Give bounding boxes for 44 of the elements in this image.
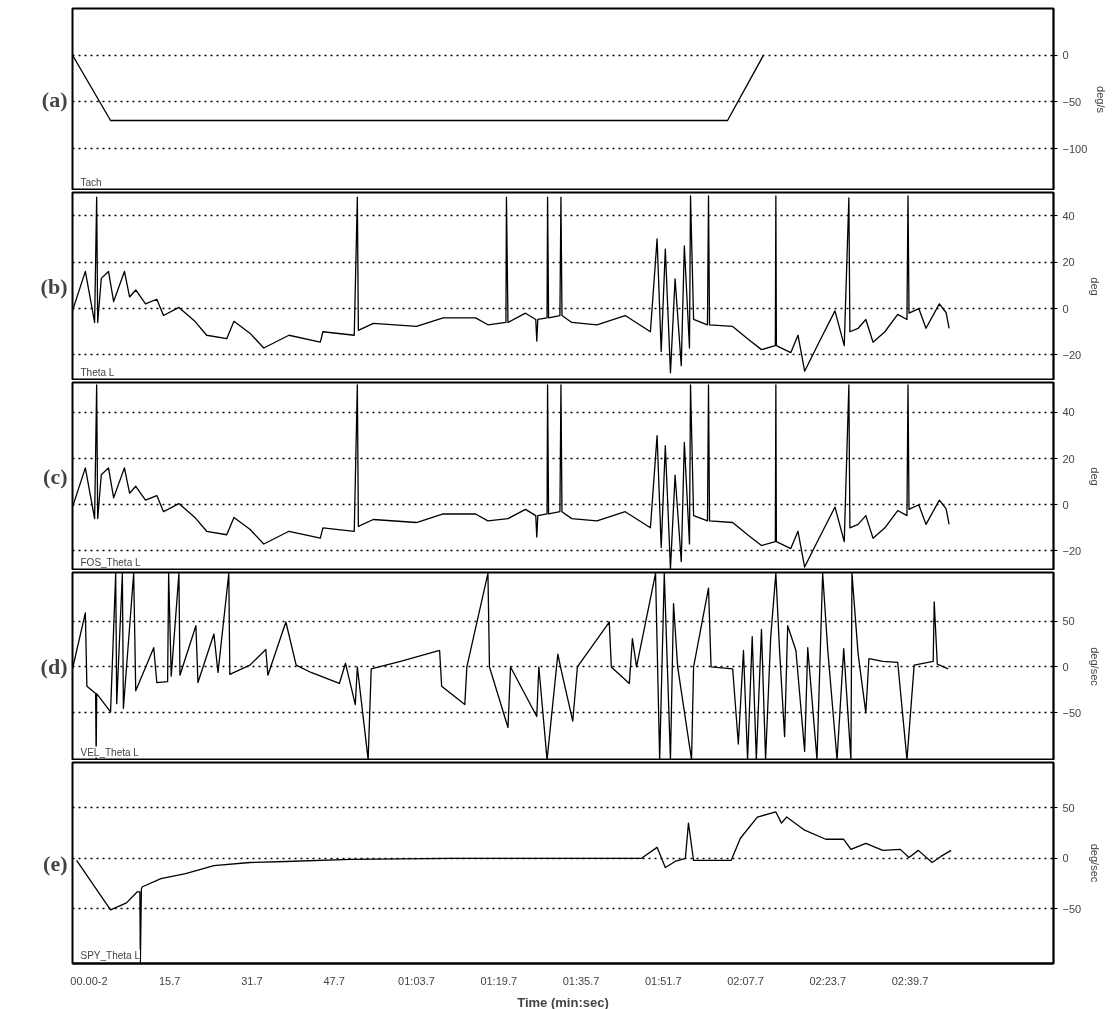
x-tick-label: 01:03.7 <box>398 974 435 987</box>
y-tick-label: −100 <box>1062 142 1088 155</box>
y-axis-title: deg/s <box>1095 86 1108 114</box>
y-tick-label: 40 <box>1062 209 1075 222</box>
x-tick-label: 01:35.7 <box>562 974 600 987</box>
y-tick-label: 0 <box>1062 498 1069 511</box>
series-label: SPY_Theta L <box>80 949 141 961</box>
y-tick-label: 0 <box>1062 49 1069 62</box>
y-tick-label: −50 <box>1062 902 1082 915</box>
text: (b) <box>40 274 68 299</box>
x-axis-title: Time (min:sec) <box>517 994 609 1009</box>
text: Tach <box>80 176 102 188</box>
x-tick-label: 00.00-2 <box>70 974 108 987</box>
x-tick-label: 15.7 <box>158 974 181 987</box>
x-tick-label: 47.7 <box>323 974 345 987</box>
text: (d) <box>40 654 68 679</box>
x-tick-label: 02:39.7 <box>891 974 929 987</box>
y-tick-label: −20 <box>1062 348 1082 361</box>
y-axis-title: deg/sec <box>1089 843 1102 883</box>
y-axis-title: deg <box>1089 467 1102 486</box>
y-tick-label: 50 <box>1062 801 1075 814</box>
text: (c) <box>43 464 68 489</box>
y-tick-label: 50 <box>1062 615 1075 628</box>
text: FOS_Theta L <box>80 556 141 568</box>
y-tick-label: −20 <box>1062 544 1082 557</box>
y-tick-label: −50 <box>1062 706 1082 719</box>
y-tick-label: −50 <box>1062 95 1082 108</box>
y-axis-title: deg <box>1089 277 1102 296</box>
y-tick-label: 20 <box>1062 256 1075 269</box>
x-tick-label: 01:19.7 <box>480 974 518 987</box>
text: (e) <box>43 850 68 876</box>
x-tick-label: 31.7 <box>241 974 263 987</box>
y-axis-title: deg/sec <box>1089 647 1102 687</box>
series-label: VEL_Theta L <box>80 746 140 758</box>
text: Theta L <box>80 366 115 378</box>
y-tick-label: 40 <box>1062 406 1075 419</box>
x-tick-label: 01:51.7 <box>644 974 682 987</box>
y-tick-label: 0 <box>1062 302 1069 315</box>
y-tick-label: 20 <box>1062 452 1075 465</box>
y-tick-label: 0 <box>1062 852 1069 865</box>
x-tick-label: 02:07.7 <box>727 974 764 987</box>
y-tick-label: 0 <box>1062 660 1069 673</box>
text: (a) <box>41 87 68 112</box>
x-tick-label: 02:23.7 <box>809 974 847 987</box>
